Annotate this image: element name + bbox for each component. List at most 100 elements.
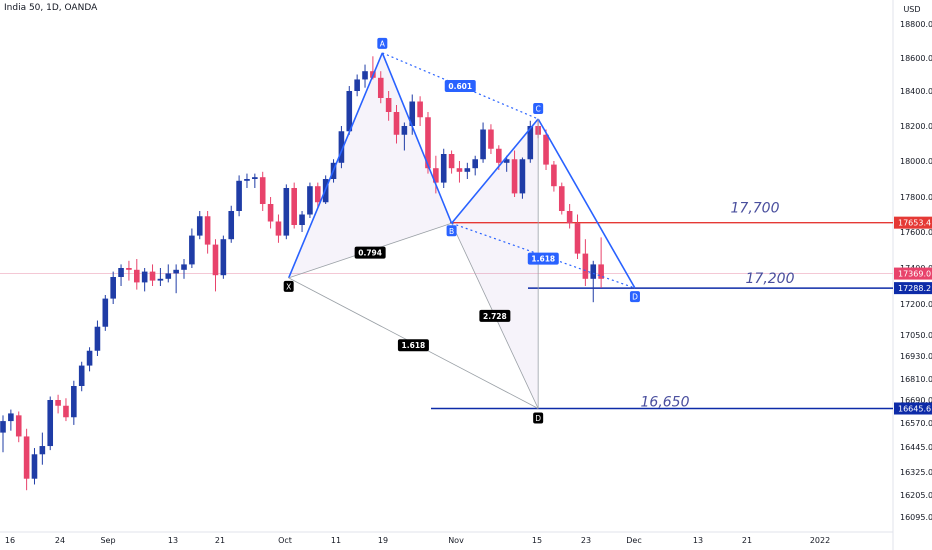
point-x-label[interactable]: X — [283, 280, 294, 292]
candle-body[interactable] — [543, 134, 549, 165]
y-tick-label: 17050.0 — [900, 331, 932, 340]
candle-body[interactable] — [275, 221, 282, 236]
candle-body[interactable] — [496, 148, 502, 163]
candle-body[interactable] — [425, 117, 431, 169]
candle-body[interactable] — [173, 269, 179, 274]
candle-body[interactable] — [307, 186, 313, 215]
candle-body[interactable] — [133, 269, 140, 283]
candle-body[interactable] — [228, 211, 235, 240]
candle-body[interactable] — [267, 204, 274, 222]
svg-text:1.618: 1.618 — [531, 255, 555, 264]
last-price-tag: 17369.0 — [894, 267, 932, 280]
candle-body[interactable] — [181, 264, 187, 270]
candle-body[interactable] — [189, 235, 195, 265]
point-a-label[interactable]: A — [377, 37, 388, 49]
svg-text:1.618: 1.618 — [402, 341, 426, 350]
candle-body[interactable] — [212, 244, 219, 276]
level-annotation: 17,200 — [746, 271, 795, 287]
x-tick-label: 24 — [55, 536, 65, 545]
candle-body[interactable] — [503, 159, 510, 163]
candle-body[interactable] — [448, 154, 455, 169]
y-tick-label: 16690.0 — [900, 396, 932, 405]
candle-body[interactable] — [86, 350, 93, 366]
candle-body[interactable] — [590, 264, 597, 279]
candle-body[interactable] — [157, 278, 164, 281]
leg-xa — [287, 52, 384, 279]
svg-text:16645.6: 16645.6 — [898, 405, 931, 414]
candle-body[interactable] — [377, 77, 384, 98]
point-d-label[interactable]: D — [629, 291, 640, 303]
svg-text:D: D — [632, 293, 638, 302]
candle-body[interactable] — [47, 400, 54, 447]
candle-body[interactable] — [0, 421, 6, 433]
candle-body[interactable] — [558, 186, 565, 211]
candle-body[interactable] — [385, 98, 392, 112]
ratio-label: 2.728 — [479, 309, 511, 322]
leg-ab — [381, 52, 453, 224]
candle-body[interactable] — [409, 101, 416, 127]
candle-body[interactable] — [346, 91, 353, 132]
candle-body[interactable] — [566, 211, 573, 224]
candle-body[interactable] — [149, 271, 156, 281]
candle-body[interactable] — [126, 268, 132, 270]
candle-body[interactable] — [511, 159, 518, 194]
candle-body[interactable] — [141, 271, 148, 283]
candle-body[interactable] — [118, 268, 124, 277]
candle-body[interactable] — [433, 168, 439, 183]
candle-body[interactable] — [71, 386, 77, 418]
level-price-tag: 17288.2 — [894, 282, 932, 295]
candle-body[interactable] — [299, 214, 305, 226]
candle-body[interactable] — [204, 216, 211, 245]
candle-body[interactable] — [78, 365, 85, 386]
candle-body[interactable] — [39, 446, 46, 455]
candle-body[interactable] — [8, 413, 14, 422]
y-tick-label: 16930.0 — [900, 352, 932, 361]
candle-body[interactable] — [440, 154, 447, 183]
candle-body[interactable] — [551, 164, 557, 187]
candle-body[interactable] — [236, 180, 242, 211]
candle-body[interactable] — [574, 223, 581, 254]
candle-body[interactable] — [196, 216, 203, 236]
candle-body[interactable] — [291, 188, 297, 225]
y-tick-label: 16445.0 — [900, 443, 932, 452]
candle-body[interactable] — [315, 186, 321, 203]
candle-body[interactable] — [598, 264, 604, 279]
candle-body[interactable] — [464, 168, 471, 172]
candle-body[interactable] — [15, 415, 22, 437]
candle-body[interactable] — [488, 129, 494, 149]
candle-body[interactable] — [393, 112, 400, 135]
candle-body[interactable] — [63, 405, 69, 418]
candle-body[interactable] — [472, 159, 478, 169]
candle-body[interactable] — [165, 273, 172, 279]
candle-body[interactable] — [244, 179, 250, 181]
point-c-label[interactable]: C — [533, 103, 544, 114]
candle-body[interactable] — [283, 188, 290, 236]
candle-body[interactable] — [362, 71, 368, 80]
candle-body[interactable] — [55, 400, 61, 406]
candle-body[interactable] — [354, 79, 360, 91]
candle-body[interactable] — [456, 168, 463, 172]
point-d-label[interactable]: D — [533, 412, 544, 424]
candle-body[interactable] — [519, 159, 526, 194]
candle-body[interactable] — [417, 101, 423, 118]
y-tick-label: 17800.0 — [900, 193, 932, 202]
candle-body[interactable] — [31, 454, 38, 479]
x-tick-label: 23 — [581, 536, 591, 545]
y-tick-label: 16325.0 — [900, 468, 932, 477]
candle-body[interactable] — [338, 131, 345, 163]
candle-body[interactable] — [259, 177, 266, 204]
candle-body[interactable] — [582, 253, 589, 279]
candle-body[interactable] — [102, 298, 109, 327]
candle-body[interactable] — [110, 277, 116, 299]
svg-text:D: D — [535, 414, 541, 423]
candle-body[interactable] — [527, 126, 534, 160]
candle-body[interactable] — [252, 177, 258, 179]
candle-body[interactable] — [220, 239, 227, 276]
svg-text:0.794: 0.794 — [358, 249, 382, 258]
candle-body[interactable] — [23, 436, 30, 479]
candle-body[interactable] — [401, 126, 408, 135]
candle-body[interactable] — [480, 129, 486, 160]
point-b-label[interactable]: B — [446, 225, 457, 237]
candle-body[interactable] — [94, 326, 101, 351]
